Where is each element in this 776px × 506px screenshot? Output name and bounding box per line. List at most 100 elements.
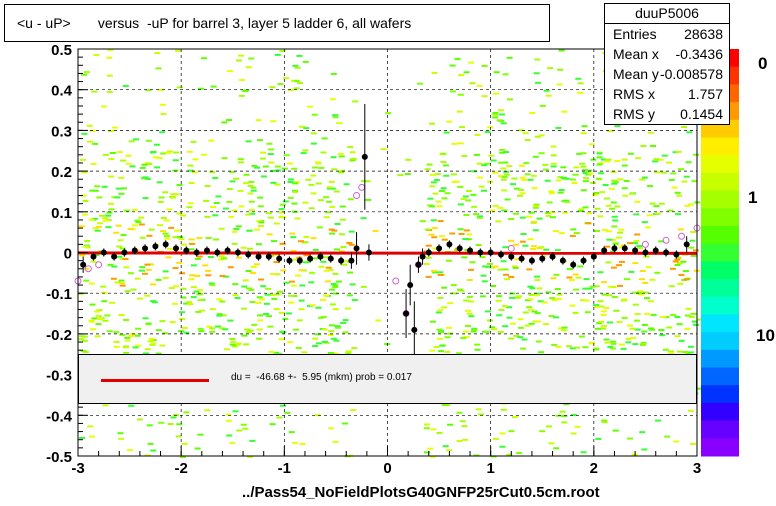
density-cell [625,337,632,340]
density-cell [532,155,539,158]
density-cell [333,248,340,251]
density-cell [677,282,684,285]
density-cell [612,243,619,246]
fit-legend-box: du = -46.68 +- 5.95 (mkm) prob = 0.017 [78,354,697,404]
density-cell [142,317,149,320]
density-cell [586,169,593,172]
density-cell [157,224,164,227]
density-cell [332,116,339,119]
density-cell [205,269,212,272]
density-cell [649,278,656,281]
density-cell [167,247,174,250]
density-cell [509,322,516,325]
density-cell [172,169,179,172]
density-cell [437,271,444,274]
density-cell [538,152,545,155]
density-cell [436,431,443,434]
stats-key: RMS x [613,86,655,102]
density-cell [542,163,549,166]
density-cell [128,404,135,407]
density-cell [100,285,107,288]
density-cell [610,170,617,173]
density-cell [545,291,552,294]
density-cell [335,280,342,283]
density-cell [265,287,272,290]
density-cell [234,296,241,299]
density-cell [574,425,581,428]
density-cell [660,171,667,174]
density-cell [204,409,211,412]
density-cell [653,205,660,208]
density-cell [248,200,255,203]
density-cell [611,296,618,299]
density-cell [114,196,121,199]
density-cell [687,351,694,354]
density-cell [268,161,275,164]
density-cell [574,346,581,349]
density-cell [599,191,606,194]
density-cell [331,168,338,171]
density-cell [327,333,334,336]
density-cell [232,283,239,286]
density-cell [79,254,86,257]
density-cell [165,256,172,259]
density-cell [92,142,99,145]
density-cell [240,423,247,426]
density-cell [676,323,683,326]
density-cell [247,247,254,250]
density-cell [95,225,102,228]
palette-cell [701,225,739,245]
density-cell [468,61,475,64]
density-cell [146,234,153,237]
density-cell [397,174,404,177]
density-cell [308,281,315,284]
density-cell [197,327,204,330]
density-cell [602,183,609,186]
density-cell [191,171,198,174]
density-cell [302,149,309,152]
density-cell [642,281,649,284]
density-cell [265,315,272,318]
density-cell [90,260,97,263]
density-cell [498,308,505,311]
density-cell [260,151,267,154]
density-cell [516,452,523,455]
density-cell [462,195,469,198]
density-cell [168,287,175,290]
density-cell [561,110,568,113]
density-cell [469,261,476,264]
density-cell [271,240,278,243]
density-cell [106,90,113,93]
density-cell [583,299,590,302]
profile-point [456,245,463,252]
stats-row: RMS x 1.757 [605,84,729,104]
profile-point [276,255,283,262]
density-cell [649,202,656,205]
density-cell [247,192,254,195]
density-cell [518,129,525,132]
profile-point [683,241,690,248]
density-cell [489,266,496,269]
density-cell [209,171,216,174]
density-cell [200,153,207,156]
density-cell [343,260,350,263]
density-cell [337,153,344,156]
density-cell [274,53,281,56]
density-cell [499,432,506,435]
density-cell [649,328,656,331]
density-cell [465,190,472,193]
density-cell [299,442,306,445]
density-cell [534,135,541,138]
density-cell [451,142,458,145]
density-cell [601,421,608,424]
density-cell [270,169,277,172]
density-cell [105,226,112,229]
density-cell [237,158,244,161]
density-cell [93,53,100,56]
density-cell [427,197,434,200]
density-cell [209,327,216,330]
density-cell [303,261,310,264]
density-cell [487,319,494,322]
density-cell [340,321,347,324]
density-cell [488,326,495,329]
